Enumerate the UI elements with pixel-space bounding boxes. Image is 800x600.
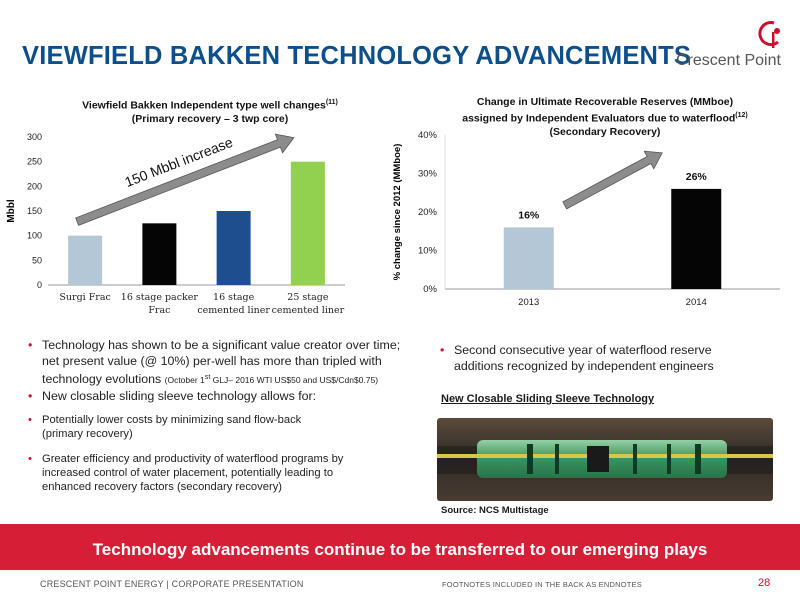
left-y-tick-label: 300: [27, 132, 42, 142]
right-y-tick-label: 10%: [418, 246, 438, 257]
right-chart-title-line1: Change in Ultimate Recoverable Reserves …: [476, 96, 734, 108]
right-chart-title-line3: (Secondary Recovery): [549, 125, 661, 138]
left-chart-title-line2: (Primary recovery – 3 twp core): [131, 112, 289, 125]
left-x-tick-label: Surgi Frac: [59, 292, 110, 303]
footer-company: CRESCENT POINT ENERGY | CORPORATE PRESEN…: [40, 579, 304, 589]
left-chart-title: Viewfield Bakken Independent type well c…: [30, 96, 390, 126]
left-x-tick-label: cemented liner: [197, 305, 270, 316]
bullet-sliding-sleeve: New closable sliding sleeve technology a…: [28, 388, 438, 404]
left-x-tick-label: 16 stage packer: [121, 292, 199, 303]
left-x-tick-label: 25 stage: [287, 292, 329, 303]
left-x-tick-label: Frac: [148, 305, 170, 316]
right-chart: 0% 10% 20% 30% 40% % change since 2012 (MMboe…: [392, 130, 780, 308]
sliding-sleeve-image: [437, 418, 773, 501]
left-y-axis-label: Mbbl: [6, 199, 17, 223]
bullet-waterflood: Second consecutive year of waterflood re…: [440, 342, 780, 374]
left-chart-title-line1: Viewfield Bakken Independent type well c…: [82, 99, 326, 112]
left-bullets: Technology has shown to be a significant…: [28, 337, 438, 494]
right-y-tick-label: 0%: [423, 284, 437, 295]
bottom-banner: Technology advancements continue to be t…: [0, 524, 800, 570]
page-title: VIEWFIELD BAKKEN TECHNOLOGY ADVANCEMENTS: [22, 42, 692, 70]
right-chart-title-line2: assigned by Independent Evaluators due t…: [462, 112, 736, 125]
bullet-value-creator: Technology has shown to be a significant…: [28, 337, 438, 388]
company-logo: Crescent Point: [672, 20, 792, 80]
sleeve-heading: New Closable Sliding Sleeve Technology: [441, 393, 655, 405]
sub-bullet-efficiency: Greater efficiency and productivity of w…: [28, 452, 438, 494]
footer-endnotes: FOOTNOTES INCLUDED IN THE BACK AS ENDNOT…: [442, 580, 642, 589]
left-x-tick-label: 16 stage: [213, 292, 255, 303]
left-chart: 0 50 100 150 200 250 300 Mbbl Surgi Frac 16 stage…: [6, 132, 345, 316]
logo-text: Crescent Point: [676, 52, 781, 69]
right-bullets: Second consecutive year of waterflood re…: [440, 342, 780, 374]
right-data-label: 26%: [686, 171, 708, 183]
left-x-tick-label: cemented liner: [272, 305, 345, 316]
crescent-point-logo-icon: [758, 21, 780, 48]
left-bar: [216, 211, 251, 285]
growth-arrow: [562, 150, 663, 210]
left-bar: [290, 161, 325, 285]
left-chart-title-sup: (11): [325, 99, 338, 106]
left-y-tick-label: 100: [27, 231, 42, 241]
right-data-label: 16%: [518, 209, 540, 221]
right-y-axis-label: % change since 2012 (MMboe): [392, 144, 403, 281]
right-bar: [503, 227, 554, 289]
increase-arrow: [75, 133, 295, 226]
left-y-tick-label: 250: [27, 157, 42, 167]
right-y-tick-label: 40%: [418, 130, 438, 141]
right-bar: [671, 188, 722, 289]
image-source: Source: NCS Multistage: [441, 505, 549, 516]
left-y-tick-label: 0: [37, 280, 42, 290]
right-y-tick-label: 30%: [418, 169, 438, 180]
sub-bullet-lower-costs: Potentially lower costs by minimizing sa…: [28, 413, 438, 441]
right-x-tick-label: 2014: [686, 297, 707, 308]
bullet-footnote: (October 1st GLJ– 2016 WTI US$50 and US$…: [164, 373, 379, 385]
right-chart-title: Change in Ultimate Recoverable Reserves …: [425, 96, 785, 139]
left-y-tick-label: 50: [32, 255, 42, 265]
page-number: 28: [758, 577, 771, 589]
left-y-tick-label: 150: [27, 206, 42, 216]
right-chart-title-sup: (12): [735, 112, 748, 119]
left-bar: [68, 235, 103, 285]
right-y-tick-label: 20%: [418, 207, 438, 218]
left-y-tick-label: 200: [27, 181, 42, 191]
left-bar: [142, 223, 177, 285]
right-x-tick-label: 2013: [518, 297, 539, 308]
